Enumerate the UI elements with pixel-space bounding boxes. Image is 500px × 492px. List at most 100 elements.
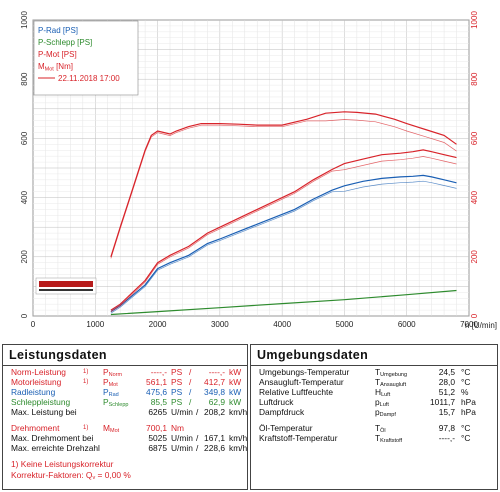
y-tick-label-left: 400 [20, 190, 29, 204]
row-unit-2: kW [229, 387, 242, 397]
row-label: Max. Leistung bei [11, 407, 77, 417]
row-label: Radleistung [11, 387, 56, 397]
row-label: Motorleistung [11, 377, 62, 387]
y-tick-label-right: 1000 [470, 11, 479, 29]
env-label: Umgebungs-Temperatur [259, 367, 350, 377]
series-line-secondary [110, 156, 457, 312]
row-note: 1) [83, 425, 89, 431]
y-tick-label-right: 200 [470, 250, 479, 264]
env-value: 24,5 [438, 367, 455, 377]
torque-row: Drehmoment 1) MMot 700,1 Nm [3, 423, 247, 434]
row-symbol: PSchlepp [103, 397, 129, 408]
series-line-secondary [110, 180, 457, 314]
env-value: 51,2 [438, 387, 455, 397]
env-label: Luftdruck [259, 397, 294, 407]
row-unit-1: PS [171, 367, 183, 377]
row-value-1: 475,6 [146, 387, 167, 397]
row-separator: / [189, 387, 192, 397]
y-tick-label-right: 600 [470, 131, 479, 145]
row-value-2: 62,9 [208, 397, 225, 407]
footnote-no-correction: 1) Keine Leistungskorrektur [11, 459, 114, 469]
env-symbol: HLuft [375, 387, 391, 398]
legend-entry: P-Mot [PS] [38, 50, 77, 59]
row-separator: / [189, 377, 192, 387]
series-line [110, 174, 457, 313]
power-row: Motorleistung 1) PMot 561,1 PS / 412,7 kW [3, 377, 247, 388]
env-symbol: TKraftstoff [375, 433, 403, 444]
row-value-2: 167,1 [204, 433, 225, 443]
row-note: 1) [83, 379, 89, 385]
row-value-1: ----,- [150, 367, 167, 377]
series-line [110, 111, 457, 257]
environment-row: Relative Luftfeuchte HLuft 51,2% [251, 387, 497, 398]
env-label: Öl-Temperatur [259, 423, 313, 433]
logo-mark [39, 281, 93, 287]
leistungsdaten-panel: Leistungsdaten Norm-Leistung 1) PNorm ----,… [2, 344, 248, 490]
row-note: 1) [83, 369, 89, 375]
row-separator: / [196, 443, 199, 453]
environment-row: Öl-Temperatur TÖl 97,8 °C [251, 423, 497, 434]
power-row: Norm-Leistung 1) PNorm ----,- PS / ----,- kW [3, 367, 247, 378]
row-symbol: MMot [103, 423, 120, 434]
row-label: Max. erreichte Drehzahl [11, 443, 100, 453]
row-value-1: 85,5 [150, 397, 167, 407]
env-label: Kraftstoff-Temperatur [259, 433, 338, 443]
row-unit-1: Nm [171, 423, 185, 433]
env-value: 1011,7 [430, 397, 455, 407]
env-label: Dampfdruck [259, 407, 305, 417]
env-value: ----,- [438, 433, 455, 443]
umgebungsdaten-title: Umgebungsdaten [251, 345, 497, 366]
row-label: Norm-Leistung [11, 367, 66, 377]
row-separator: / [189, 397, 192, 407]
legend-entry-torque: MMot [Nm] [38, 62, 73, 73]
series-line [110, 289, 457, 316]
env-unit: hPa [461, 407, 476, 417]
env-unit: °C [461, 423, 471, 433]
x-tick-label: 5000 [336, 320, 354, 329]
row-label: Max. Drehmoment bei [11, 433, 94, 443]
x-tick-label: 3000 [211, 320, 229, 329]
torque-row: Max. erreichte Drehzahl 6875 U/min/ 228,6 km… [3, 443, 247, 453]
environment-row: Dampfdruck pDampf 15,7 hPa [251, 407, 497, 418]
env-unit: % [461, 387, 469, 397]
environment-row: Kraftstoff-Temperatur TKraftstoff ----,- °C [251, 433, 497, 444]
row-unit-1: PS [171, 377, 183, 387]
logo-underline [39, 289, 93, 291]
row-unit-1: PS [171, 387, 183, 397]
row-label: Schleppleistung [11, 397, 71, 407]
x-tick-label: 6000 [398, 320, 416, 329]
env-unit: °C [461, 433, 471, 443]
row-separator: / [189, 367, 192, 377]
torque-row: Max. Drehmoment bei 5025 U/min/ 167,1 km/h [3, 433, 247, 443]
row-unit-2: km/h [229, 407, 248, 417]
env-value: 15,7 [438, 407, 455, 417]
row-unit-2: kW [229, 367, 242, 377]
legend-box [33, 20, 139, 96]
y-tick-label-left: 0 [20, 313, 29, 318]
env-value: 28,0 [438, 377, 455, 387]
x-tick-label: 2000 [149, 320, 167, 329]
row-unit-1: U/min [171, 433, 193, 443]
power-row: Schleppleistung PSchlepp 85,5 PS / 62,9 kW [3, 397, 247, 408]
footnote-correction-factor: Korrektur-Faktoren: Qv = 0,00 % [11, 470, 131, 481]
row-value-2: 208,2 [204, 407, 225, 417]
row-unit-2: kW [229, 377, 242, 387]
row-label: Drehmoment [11, 423, 60, 433]
env-symbol: TAnsaugluft [375, 377, 407, 388]
row-unit-1: PS [171, 397, 183, 407]
env-symbol: TÖl [375, 423, 386, 434]
y-tick-label-left: 200 [20, 250, 29, 264]
dyno-chart: 0 1000 2000 3000 4000 5000 6000 700002004006008… [20, 11, 497, 330]
row-value-1: 700,1 [146, 423, 167, 433]
env-unit: °C [461, 377, 471, 387]
row-value-2: ----,- [208, 367, 225, 377]
y-tick-label-left: 800 [20, 72, 29, 86]
row-value-1: 6875 [148, 443, 167, 453]
power-row: Radleistung PRad 475,6 PS / 349,8 kW [3, 387, 247, 398]
env-symbol: pLuft [375, 397, 389, 408]
environment-row: Luftdruck pLuft 1011,7 hPa [251, 397, 497, 408]
row-value-1: 5025 [148, 433, 167, 443]
row-value-1: 6265 [148, 407, 167, 417]
row-unit-2: km/h [229, 433, 248, 443]
legend-entry: P-Schlepp [PS] [38, 38, 92, 47]
